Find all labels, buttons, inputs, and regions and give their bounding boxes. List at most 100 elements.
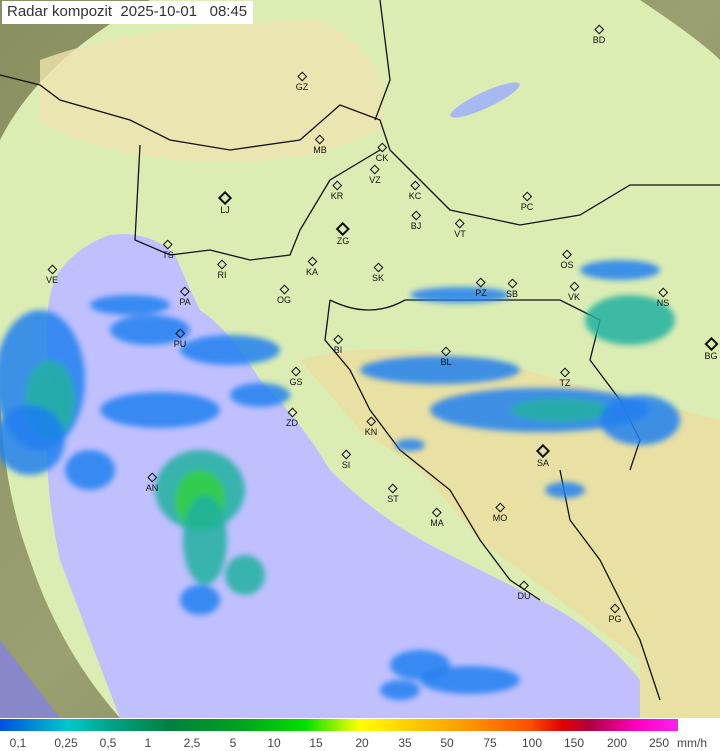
city-diamond-icon (411, 210, 421, 221)
city-label: MA (430, 518, 444, 528)
city-bj: BJ (410, 210, 422, 231)
city-label: OG (276, 295, 292, 305)
city-label: BG (704, 351, 718, 361)
city-diamond-icon (519, 580, 529, 591)
city-kr: KR (330, 180, 344, 201)
city-diamond-icon (535, 443, 551, 459)
legend-label: 0,25 (54, 736, 78, 750)
legend-label: 2,5 (183, 736, 201, 750)
city-label: PA (179, 297, 191, 307)
city-label: GZ (295, 82, 309, 92)
city-label: TZ (559, 378, 571, 388)
city-label: SA (536, 458, 550, 468)
city-diamond-icon (495, 502, 505, 513)
city-diamond-icon (175, 328, 185, 339)
city-ts: TS (162, 239, 174, 260)
city-mo: MO (493, 502, 507, 523)
city-label: ZG (336, 236, 350, 246)
city-bd: BD (592, 24, 606, 45)
city-diamond-icon (335, 221, 351, 237)
city-diamond-icon (476, 277, 486, 288)
legend-label: 0,1 (9, 736, 27, 750)
city-tz: TZ (559, 367, 571, 388)
city-ri: RI (217, 259, 227, 280)
city-si: SI (341, 449, 351, 470)
rain-echo (90, 295, 170, 315)
city-diamond-icon (441, 346, 451, 357)
city-ve: VE (46, 264, 58, 285)
city-diamond-icon (291, 366, 301, 377)
city-diamond-icon (279, 284, 289, 295)
rain-echo (410, 287, 510, 303)
city-label: SI (341, 460, 351, 470)
rain-echo (510, 398, 610, 422)
legend-label: 100 (521, 736, 543, 750)
city-vt: VT (454, 218, 466, 239)
city-vz: VZ (369, 164, 381, 185)
legend-label: 50 (440, 736, 454, 750)
rain-echo (65, 450, 115, 490)
rain-echo (360, 356, 520, 384)
legend-label: 15 (309, 736, 323, 750)
city-label: BD (592, 35, 606, 45)
legend-label: 150 (563, 736, 585, 750)
city-label: KN (364, 427, 378, 437)
city-ck: CK (375, 142, 389, 163)
city-label: LJ (220, 205, 230, 215)
city-label: PG (608, 614, 622, 624)
city-label: KA (305, 267, 319, 277)
city-label: BJ (410, 221, 422, 231)
city-diamond-icon (569, 281, 579, 292)
city-diamond-icon (703, 336, 719, 352)
map-title: Radar kompozit 2025-10-01 08:45 (2, 1, 254, 24)
city-diamond-icon (315, 134, 325, 145)
rain-echo (225, 555, 265, 595)
city-diamond-icon (560, 367, 570, 378)
rain-echo (180, 585, 220, 615)
city-zg: ZG (335, 221, 351, 246)
city-diamond-icon (377, 142, 387, 153)
city-ka: KA (305, 256, 319, 277)
city-diamond-icon (658, 287, 668, 298)
legend-label: 10 (267, 736, 281, 750)
rain-echoes (0, 260, 680, 700)
city-diamond-icon (455, 218, 465, 229)
city-diamond-icon (594, 24, 604, 35)
city-an: AN (146, 472, 158, 493)
city-mb: MB (313, 134, 327, 155)
city-sk: SK (371, 262, 385, 283)
city-st: ST (387, 483, 399, 504)
city-gs: GS (289, 366, 303, 387)
city-pg: PG (608, 603, 622, 624)
city-bl: BL (440, 346, 452, 367)
city-label: DU (517, 591, 531, 601)
city-label: TS (162, 250, 174, 260)
city-diamond-icon (147, 472, 157, 483)
city-diamond-icon (297, 71, 307, 82)
rain-echo (380, 680, 420, 700)
city-pu: PU (174, 328, 186, 349)
city-label: RI (217, 270, 227, 280)
legend-label: 5 (229, 736, 237, 750)
city-bi: BI (333, 334, 343, 355)
city-diamond-icon (432, 507, 442, 518)
city-diamond-icon (332, 180, 342, 191)
city-diamond-icon (180, 286, 190, 297)
city-label: SK (371, 273, 385, 283)
city-label: NS (656, 298, 670, 308)
city-gz: GZ (295, 71, 309, 92)
legend-label: 250 (648, 736, 670, 750)
city-label: SB (505, 289, 519, 299)
legend-label: 20 (355, 736, 369, 750)
city-label: CK (375, 153, 389, 163)
rain-echo (395, 439, 425, 451)
city-ma: MA (430, 507, 444, 528)
city-zd: ZD (286, 407, 298, 428)
city-diamond-icon (507, 278, 517, 289)
city-diamond-icon (610, 603, 620, 614)
city-label: PZ (475, 288, 487, 298)
city-label: KR (330, 191, 344, 201)
rain-echo (230, 383, 290, 407)
rain-echo (110, 315, 190, 345)
city-label: ZD (286, 418, 298, 428)
